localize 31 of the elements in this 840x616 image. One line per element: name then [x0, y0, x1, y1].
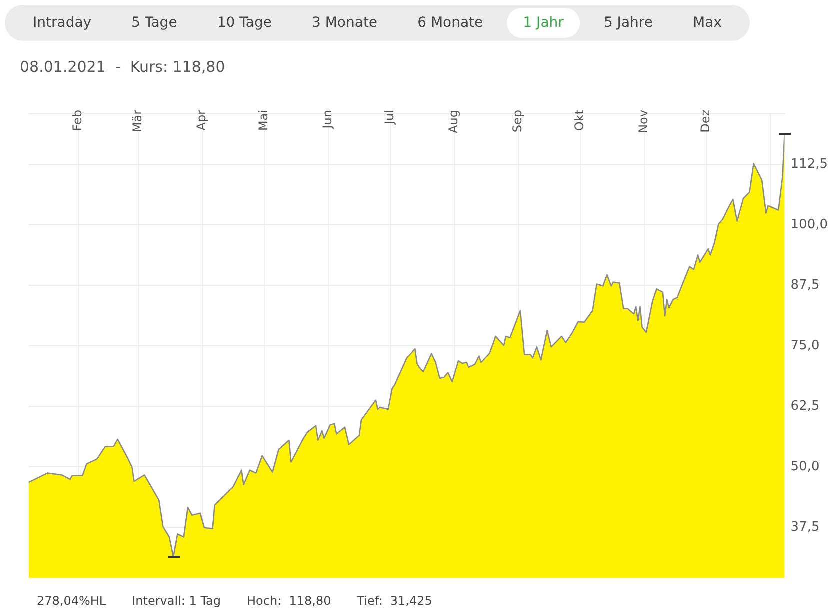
x-tick-label: Mär — [130, 110, 145, 133]
y-tick-label: 62,5 — [790, 398, 820, 414]
x-tick-label: Okt — [572, 110, 586, 132]
y-tick-label: 75,0 — [790, 338, 820, 354]
text: 10 Tage — [216, 14, 273, 33]
chart-title: 08.01.2021 - Kurs: 118,80 — [20, 58, 226, 76]
text: Hoch: 118,80 — [247, 594, 332, 608]
x-tick-label: Nov — [636, 110, 650, 134]
x-tick-label: Aug — [446, 110, 461, 134]
text: Intraday — [32, 14, 93, 33]
x-tick-label: Mai — [256, 110, 271, 132]
x-tick-label: Dez — [698, 110, 712, 133]
text: 3 Monate — [310, 14, 379, 33]
text: 6 Monate — [416, 14, 484, 33]
y-tick-label: 87,5 — [790, 278, 820, 294]
y-tick-label: 112,5 — [790, 157, 828, 172]
text: Tief: 31,425 — [357, 594, 432, 608]
text: Max — [692, 14, 723, 33]
text: 1 Jahr — [507, 8, 580, 38]
x-tick-label: Jun — [320, 110, 335, 130]
text: 5 Tage — [130, 14, 178, 33]
text: 278,04%HL — [37, 594, 106, 608]
y-tick-label: 50,0 — [790, 459, 820, 474]
y-tick-label: 37,5 — [790, 520, 820, 535]
x-tick-label: Sep — [510, 110, 525, 133]
text: Intervall: 1 Tag — [132, 594, 222, 608]
x-tick-label: Apr — [194, 110, 209, 131]
y-tick-label: 100,0 — [790, 218, 828, 233]
text: 5 Jahre — [602, 14, 654, 33]
x-tick-label: Feb — [70, 110, 85, 132]
x-tick-label: Jul — [382, 110, 396, 126]
